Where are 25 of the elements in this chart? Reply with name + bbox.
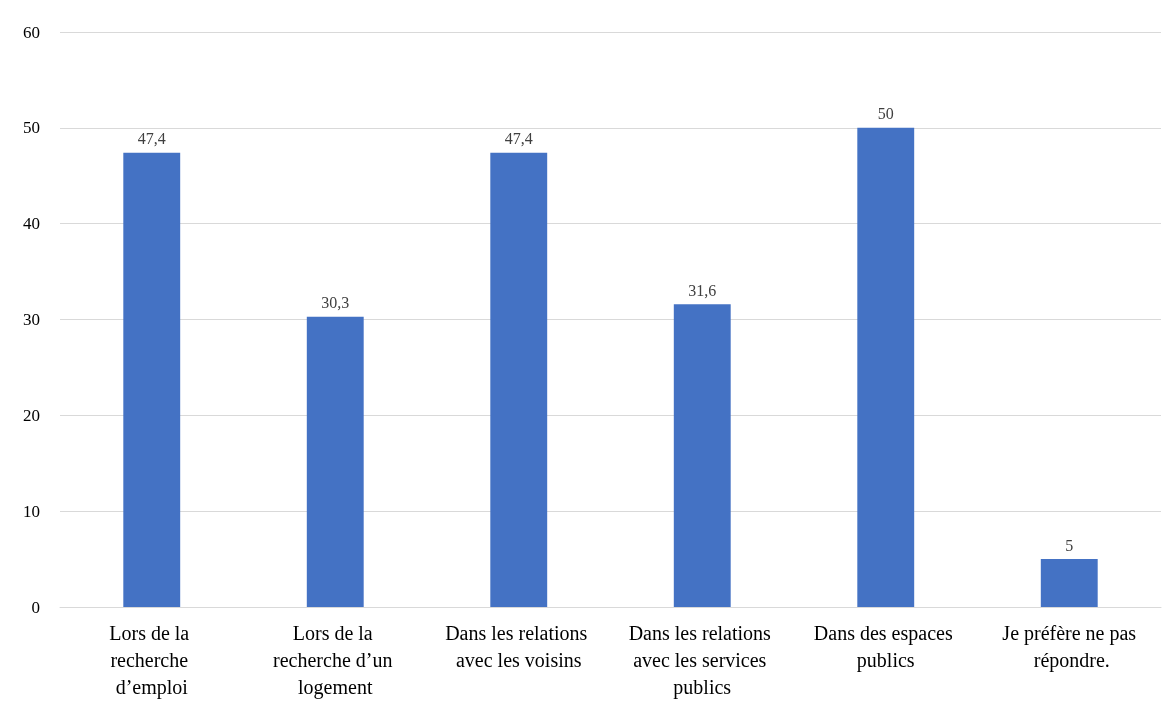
data-label: 47,4 [137, 130, 166, 148]
y-tick-label: 10 [23, 501, 40, 521]
x-tick-label: Dans les relations avec les voisins [445, 621, 593, 671]
y-tick-label: 50 [23, 118, 40, 138]
data-label: 50 [877, 105, 894, 123]
data-label: 5 [1065, 536, 1074, 554]
data-label: 30,3 [321, 294, 350, 312]
data-label: 31,6 [688, 281, 717, 299]
x-tick-label: Dans les relations avec les services publics [628, 621, 776, 699]
y-tick-label: 0 [31, 597, 40, 617]
bar [306, 316, 364, 607]
bar [673, 304, 731, 607]
y-tick-label: 40 [23, 214, 40, 234]
x-tick-label: Lors de la recherche d’emploi [109, 621, 195, 699]
x-tick-label: Dans des espaces publics [813, 621, 958, 672]
bar [123, 152, 181, 607]
x-tick-label: Je préfère ne pas répondre. [1002, 621, 1137, 672]
x-tick-label: Lors de la recherche d’un logement [273, 621, 398, 699]
y-tick-label: 30 [23, 310, 40, 329]
bar [490, 152, 548, 607]
data-label: 47,4 [504, 130, 533, 148]
y-tick-label: 60 [23, 22, 40, 42]
bar [857, 127, 915, 607]
y-tick-label: 20 [23, 405, 40, 425]
bar [1040, 559, 1098, 607]
